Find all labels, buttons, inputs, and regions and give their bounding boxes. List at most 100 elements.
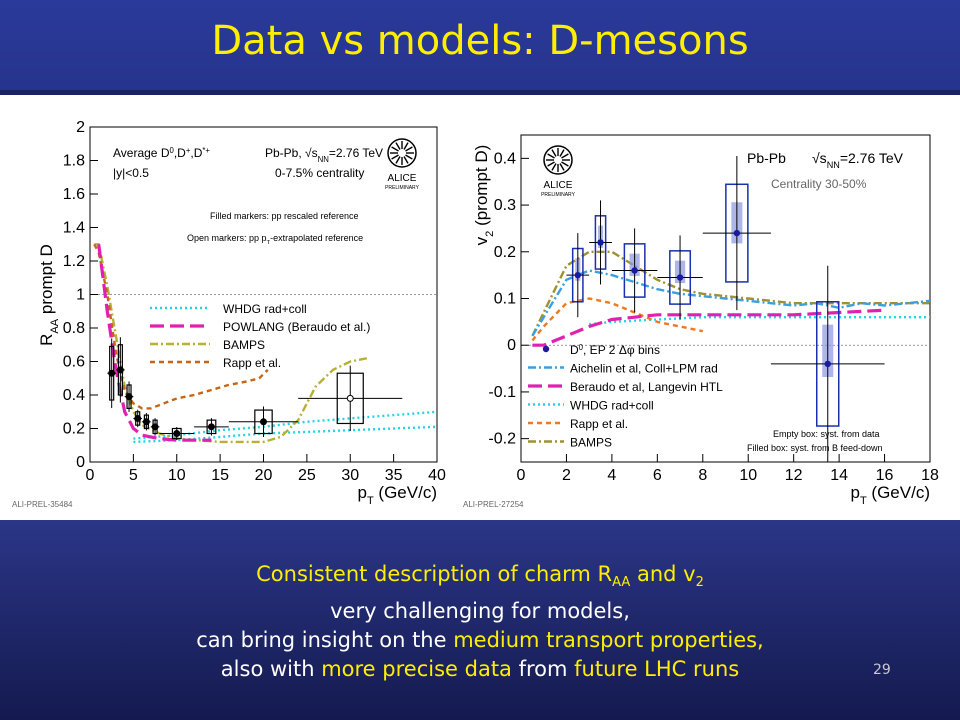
raa-header-species-part: + <box>186 146 191 155</box>
raa-logo-spoke <box>395 142 401 150</box>
summary-line-4-highlight-1: more precise data <box>321 657 512 682</box>
v2-xtick-label: 14 <box>830 467 848 484</box>
raa-header-centrality: 0-7.5% centrality <box>275 166 364 180</box>
v2-header-energy-part: =2.76 TeV <box>840 150 904 166</box>
raa-point-filled <box>173 430 181 438</box>
v2-logo-spoke <box>551 149 557 157</box>
raa-header-system-part: =2.76 TeV <box>329 146 383 160</box>
v2-xtick-label: 16 <box>876 467 894 484</box>
summary-line-1: Consistent description of charm RAA and … <box>0 560 960 597</box>
raa-point-filled <box>125 393 133 401</box>
raa-logo-ring <box>387 138 417 168</box>
slide-title: Data vs models: D-mesons <box>211 18 749 64</box>
v2-xlabel-part: (GeV/c) <box>867 483 930 502</box>
raa-note-open-part: -extrapolated reference <box>270 233 363 243</box>
raa-curve-powlang <box>97 244 212 442</box>
raa-ytick-label: 0.4 <box>63 387 85 404</box>
v2-ytick-label: 0.4 <box>494 150 516 167</box>
v2-logo-spoke <box>561 161 569 167</box>
v2-logo-text: ALICE <box>544 180 573 191</box>
v2-ylabel: v2 (prompt D) <box>472 145 496 246</box>
raa-note-filled: Filled markers: pp rescaled reference <box>210 211 359 221</box>
raa-logo-spoke <box>391 146 399 152</box>
v2-ytick-label: 0.1 <box>494 291 516 308</box>
v2-ytick-label: -0.1 <box>488 384 516 401</box>
raa-xlabel-part: (GeV/c) <box>374 483 437 502</box>
raa-xlabel-part: p <box>357 483 366 502</box>
raa-ytick-label: 1.6 <box>63 186 85 203</box>
raa-xtick-label: 25 <box>298 467 316 484</box>
v2-legend-label: Beraudo et al, Langevin HTL <box>570 380 723 394</box>
summary-line-1-sub2: 2 <box>695 575 704 591</box>
raa-note-open-part: T <box>267 240 271 246</box>
raa-point-filled <box>142 418 150 426</box>
v2-point <box>631 267 638 274</box>
raa-xtick-label: 40 <box>428 467 446 484</box>
raa-logo-spoke <box>391 154 399 160</box>
raa-ylabel-part: R <box>37 334 56 346</box>
summary-line-3-pre: can bring insight on the <box>196 628 454 653</box>
raa-ytick-label: 0.6 <box>63 354 85 371</box>
raa-xtick-label: 35 <box>385 467 403 484</box>
raa-logo-spoke <box>403 156 409 164</box>
raa-xlabel-part: T <box>367 495 374 507</box>
raa-note-open: Open markers: pp pT-extrapolated referen… <box>187 233 363 246</box>
raa-point-filled <box>207 423 215 431</box>
v2-legend-label: Rapp et al. <box>570 417 628 431</box>
v2-legend-label-part: , EP 2 Δφ bins <box>583 343 660 357</box>
summary-line-3: can bring insight on the medium transpor… <box>0 626 960 655</box>
v2-logo-sub: PRELIMINARY <box>541 192 575 198</box>
v2-logo-spoke <box>561 153 569 159</box>
v2-ylabel-part: v <box>472 236 491 245</box>
raa-point-filled <box>260 418 267 426</box>
raa-xtick-label: 5 <box>129 467 138 484</box>
v2-logo-spoke <box>547 153 555 159</box>
v2-xtick-label: 6 <box>653 467 662 484</box>
v2-xlabel-part: p <box>850 483 859 502</box>
v2-xtick-label: 10 <box>739 467 757 484</box>
v2-header-energy-part: NN <box>827 160 840 170</box>
raa-ytick-label: 1 <box>76 287 85 304</box>
summary-line-3-highlight: medium transport properties, <box>453 628 764 653</box>
raa-xtick-label: 10 <box>168 467 186 484</box>
title-band <box>0 0 960 90</box>
v2-ytick-label: 0.3 <box>494 197 516 214</box>
raa-ytick-label: 1.4 <box>63 220 85 237</box>
v2-xtick-label: 4 <box>607 467 616 484</box>
summary-line-4: also with more precise data from future … <box>0 655 960 684</box>
v2-header-energy: √sNN=2.76 TeV <box>812 150 904 170</box>
raa-logo-spoke <box>405 146 413 152</box>
v2-legend-label: WHDG rad+coll <box>570 399 654 413</box>
v2-xtick-label: 0 <box>517 467 526 484</box>
raa-logo-spoke <box>395 156 401 164</box>
raa-legend-label: BAMPS <box>223 338 265 352</box>
v2-preliminary-id: ALI-PREL-27254 <box>463 500 524 509</box>
v2-point <box>676 274 684 281</box>
summary-line-2: very challenging for models, <box>330 599 630 624</box>
raa-preliminary-id: ALI-PREL-35484 <box>12 500 73 509</box>
raa-point-open <box>346 394 354 402</box>
raa-note-open-part: Open markers: pp p <box>187 233 267 243</box>
v2-note-empty: Empty box: syst. from data <box>773 429 880 439</box>
raa-ytick-label: 2 <box>76 119 85 136</box>
v2-header-energy-part: √s <box>812 150 827 166</box>
v2-header-system: Pb-Pb <box>747 150 786 166</box>
v2-curve-aichelin <box>531 269 931 337</box>
raa-ytick-label: 0 <box>76 454 85 471</box>
v2-ylabel-part: 2 <box>484 231 496 237</box>
v2-logo-spoke <box>551 163 557 171</box>
v2-point <box>824 360 831 368</box>
raa-point-filled <box>108 369 116 377</box>
raa-legend-label: WHDG rad+coll <box>223 302 307 316</box>
raa-curve-whdg-upper <box>133 410 438 440</box>
raa-header-system: Pb-Pb, √sNN=2.76 TeV <box>265 146 383 164</box>
v2-ytick-label: 0 <box>507 337 516 354</box>
raa-ytick-label: 1.2 <box>63 253 85 270</box>
v2-curve-bamps <box>531 250 930 337</box>
raa-ylabel: RAA prompt D <box>37 244 61 346</box>
raa-header-species-part: Average D <box>113 146 170 160</box>
raa-point-filled <box>116 366 124 374</box>
raa-header-system-part: NN <box>318 155 329 164</box>
v2-curve-whdg <box>589 316 930 326</box>
